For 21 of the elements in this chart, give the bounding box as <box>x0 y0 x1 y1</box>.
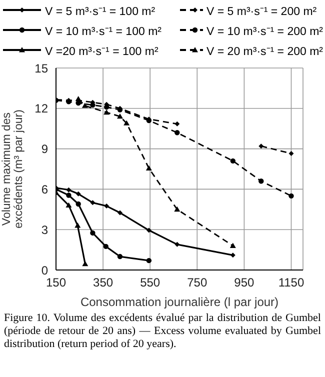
legend-label: V = 10 m³·s⁻¹ = 100 m² <box>45 24 162 38</box>
y-tick-label: 0 <box>41 263 48 278</box>
x-tick-label: 950 <box>234 276 255 290</box>
caption: Figure 10. Volume des excédents évalué par la distribution de Gumbel (période de retour de 20 ans) — Excess volume evaluated by Gumbel distribution (return period of 20 years). <box>4 312 321 351</box>
x-axis-title: Consommation journalière (l par jour) <box>80 295 279 309</box>
x-tick-label: 750 <box>187 276 208 290</box>
y-tick-label: 15 <box>34 61 48 76</box>
x-tick-label: 350 <box>93 276 114 290</box>
legend-label: V = 5 m³·s⁻¹ = 200 m² <box>206 4 317 18</box>
x-tick-label: 1150 <box>278 276 304 290</box>
x-tick-label: 150 <box>46 276 66 290</box>
legend-label: V = 20 m³·s⁻¹ = 200 m² <box>206 44 323 58</box>
legend-label: V = 10 m³·s⁻¹ = 200 m² <box>206 24 323 38</box>
y-tick-label: 9 <box>41 142 48 156</box>
y-tick-label: 6 <box>41 182 48 196</box>
legend-label: V =20 m³·s⁻¹ = 100 m² <box>45 44 158 58</box>
y-axis-title: Volume maximum des excédents (m³ par jour) <box>1 109 25 228</box>
legend-label: V = 5 m³·s⁻¹ = 100 m² <box>45 4 156 18</box>
x-tick-label: 550 <box>140 276 160 290</box>
y-tick-label: 12 <box>34 102 48 116</box>
y-tick-label: 3 <box>41 222 48 237</box>
